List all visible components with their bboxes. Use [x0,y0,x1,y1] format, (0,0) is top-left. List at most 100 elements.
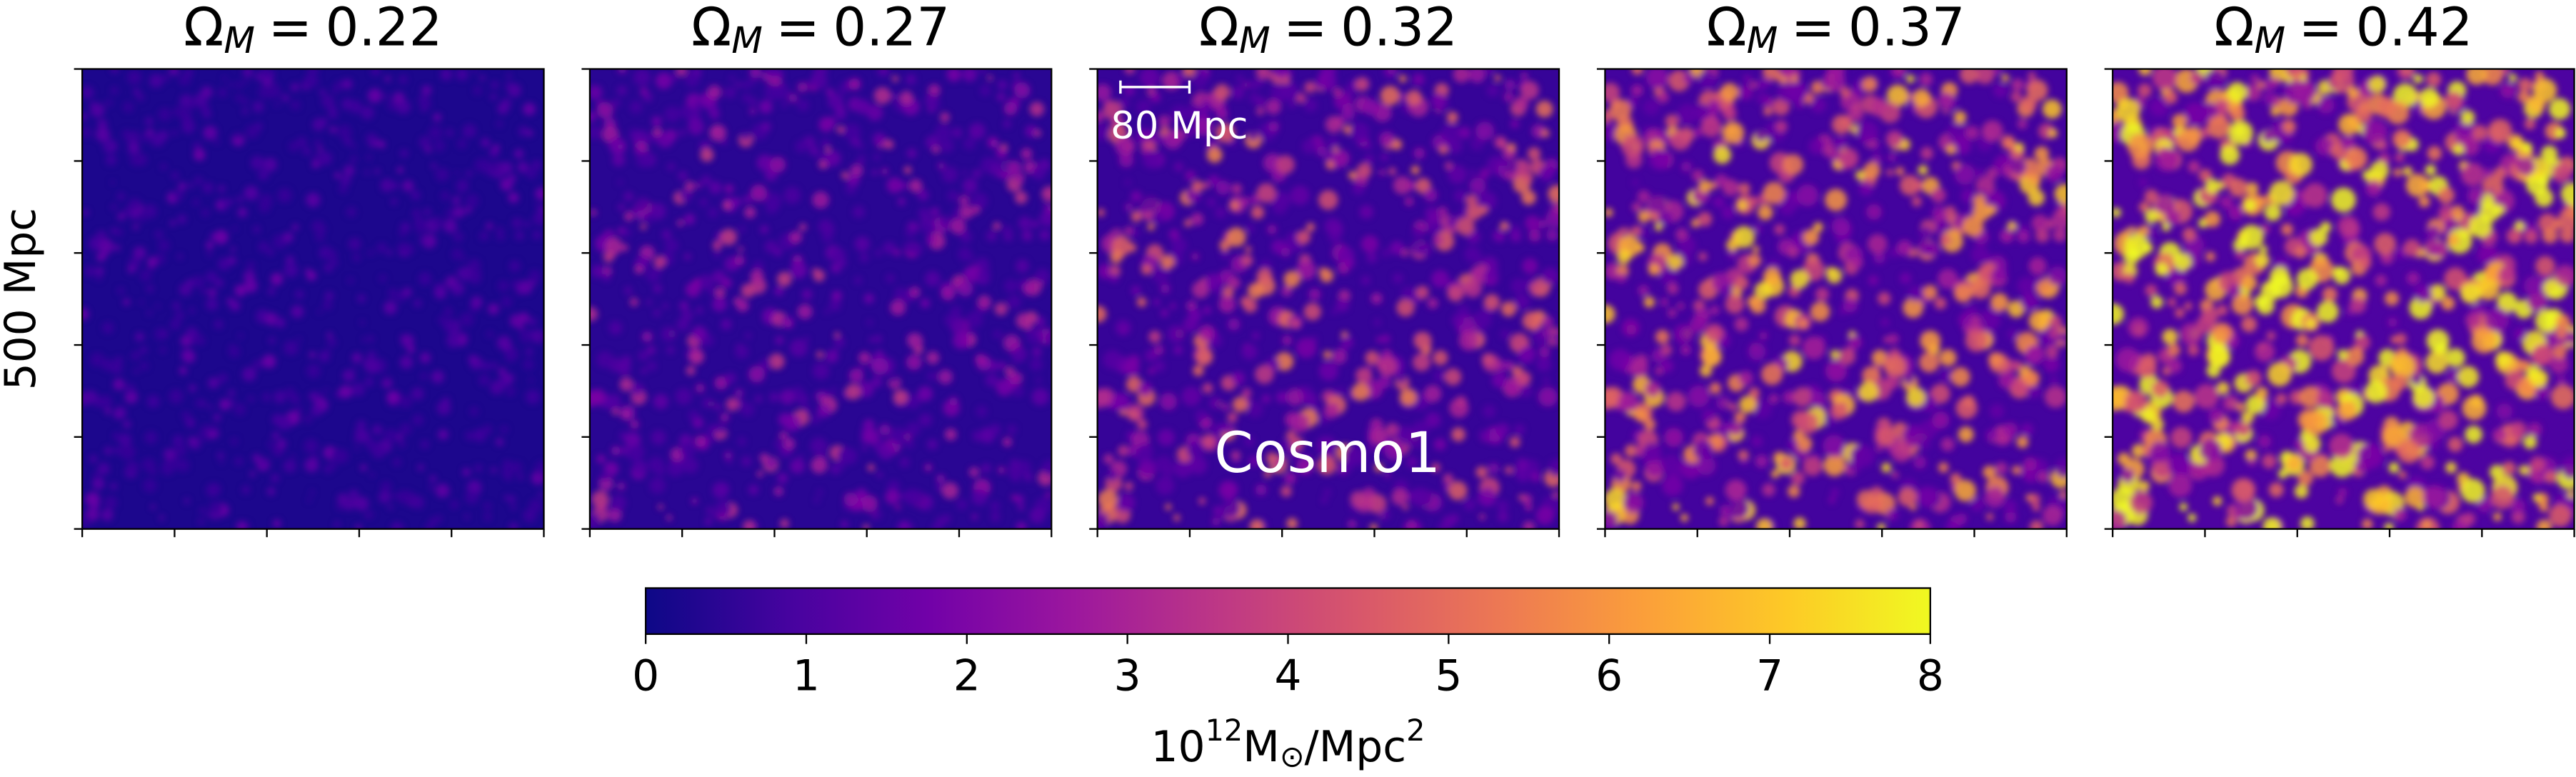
density-blob [2302,183,2327,208]
density-blob [1985,513,1994,521]
density-blob [1938,269,1958,289]
density-blob [1399,388,1417,406]
density-blob [1890,69,1907,79]
density-blob [836,125,845,134]
density-blob [1423,385,1442,403]
density-blob [2204,211,2221,228]
density-blob [1097,511,1109,529]
density-blob [127,148,134,154]
density-blob [1516,458,1529,471]
density-blob [1538,386,1558,407]
density-blob [456,69,468,81]
density-blob [1668,308,1677,318]
density-blob [141,458,156,472]
density-blob [1960,69,1979,84]
density-blob [1698,179,1712,194]
density-blob [723,201,731,210]
density-blob [2271,77,2280,86]
density-blob [205,241,214,250]
density-blob [2262,129,2275,143]
density-blob [139,269,152,282]
density-blob [1214,206,1227,219]
density-blob [764,240,778,254]
density-blob [885,489,900,505]
density-blob [535,187,544,201]
density-blob [1400,286,1415,301]
density-blob [1638,210,1650,223]
density-blob [653,284,662,294]
density-blob [890,299,906,316]
density-blob [1201,101,1213,112]
density-blob [2365,181,2382,197]
density-blob [1281,286,1293,297]
density-blob [1925,396,1936,406]
density-blob [513,149,524,159]
density-blob [1756,518,1773,529]
density-field [2113,69,2575,529]
density-blob [404,397,411,405]
density-blob [517,161,528,173]
density-blob [1775,120,1788,133]
density-blob [169,69,179,76]
density-blob [1413,147,1425,159]
density-blob [2555,127,2566,139]
density-blob [1013,346,1028,361]
density-blob [1378,131,1395,147]
density-blob [963,267,974,279]
density-blob [2267,361,2292,387]
density-blob [942,514,951,523]
density-blob [388,504,393,510]
density-blob [887,480,901,493]
density-blob [509,314,523,328]
density-blob [2270,106,2281,116]
density-blob [2445,91,2463,109]
density-blob [2420,455,2435,470]
density-blob [1916,486,1938,508]
density-blob [2483,168,2492,177]
density-blob [2269,180,2295,206]
density-blob [1793,517,1806,529]
density-blob [711,512,718,519]
density-blob [680,442,696,458]
density-blob [696,182,702,189]
density-blob [1483,294,1500,311]
density-blob [507,495,516,503]
density-blob [191,275,205,289]
density-blob [1932,411,1950,429]
density-blob [1870,99,1888,117]
density-blob [316,309,322,314]
density-blob [1520,81,1539,100]
density-blob [1016,460,1031,475]
density-blob [2535,309,2559,333]
density-blob [638,350,649,361]
title-subscript: M [224,19,255,61]
density-blob [1500,301,1516,317]
density-blob [1838,348,1856,366]
density-blob [2426,329,2450,353]
density-blob [1810,80,1825,94]
density-blob [1610,453,1623,465]
density-blob [129,210,139,220]
density-blob [1958,313,1973,327]
density-blob [2205,179,2220,194]
density-blob [688,349,705,365]
density-blob [1643,296,1655,308]
density-blob [1431,463,1440,473]
density-blob [404,244,415,254]
density-blob [2216,381,2230,395]
density-blob [1231,451,1241,461]
density-blob [1688,385,1710,408]
density-blob [384,428,399,443]
density-blob [99,395,113,409]
density-blob [1324,218,1342,235]
density-blob [1016,259,1029,273]
density-blob [2285,454,2302,472]
density-blob [1930,384,1950,404]
density-blob [2511,137,2524,150]
density-blob [2242,275,2257,291]
density-blob [716,423,726,434]
density-blob [272,431,280,439]
density-blob [1208,174,1220,186]
density-blob [2490,485,2515,509]
density-blob [781,101,788,108]
